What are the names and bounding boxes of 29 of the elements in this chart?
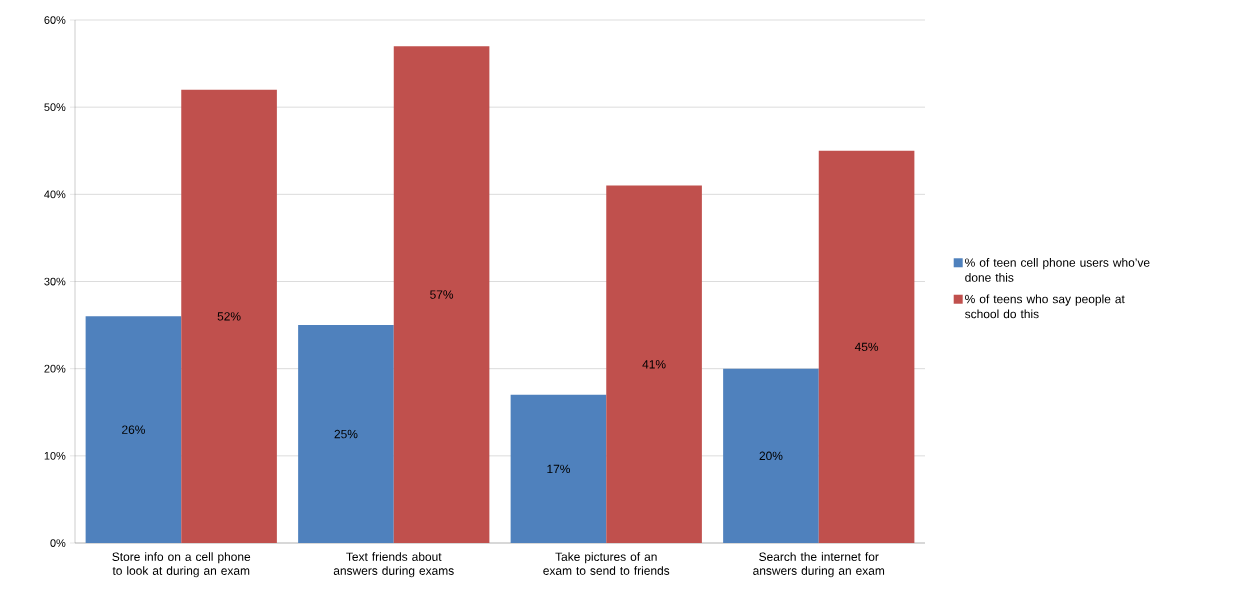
data-label: 20% (759, 451, 783, 461)
bar (510, 394, 607, 543)
data-label: 57% (430, 290, 454, 299)
bar (606, 185, 702, 543)
y-tick-label: 30% (44, 277, 66, 286)
y-tick-label: 0% (50, 539, 66, 547)
bar (723, 368, 819, 543)
data-label: 41% (642, 360, 666, 369)
x-tick-label: Text friends about answers during exams (333, 552, 454, 578)
bar (181, 89, 277, 543)
y-tick-label: 20% (44, 364, 66, 373)
y-tick-label: 60% (44, 16, 66, 24)
data-label: 17% (547, 464, 570, 474)
bar (393, 46, 490, 543)
data-label: 52% (217, 312, 241, 321)
y-tick-label: 40% (44, 190, 66, 199)
legend-label: % of teen cell phone users who’ve done this (965, 258, 1150, 282)
x-tick-label: Search the internet for answers during an exam (753, 552, 885, 578)
bar (818, 150, 915, 543)
legend-label: % of teens who say people at school do this (965, 294, 1125, 319)
bar (298, 325, 394, 543)
data-label: 45% (854, 342, 879, 352)
x-tick-label: Store info on a cell phone to look at during an exam (112, 552, 251, 578)
data-label: 26% (122, 425, 145, 434)
data-label: 25% (334, 429, 358, 439)
x-tick-label: Take pictures of an exam to send to friends (543, 552, 670, 575)
bar (85, 316, 182, 543)
y-tick-label: 10% (44, 451, 66, 460)
y-tick-label: 50% (44, 103, 66, 112)
